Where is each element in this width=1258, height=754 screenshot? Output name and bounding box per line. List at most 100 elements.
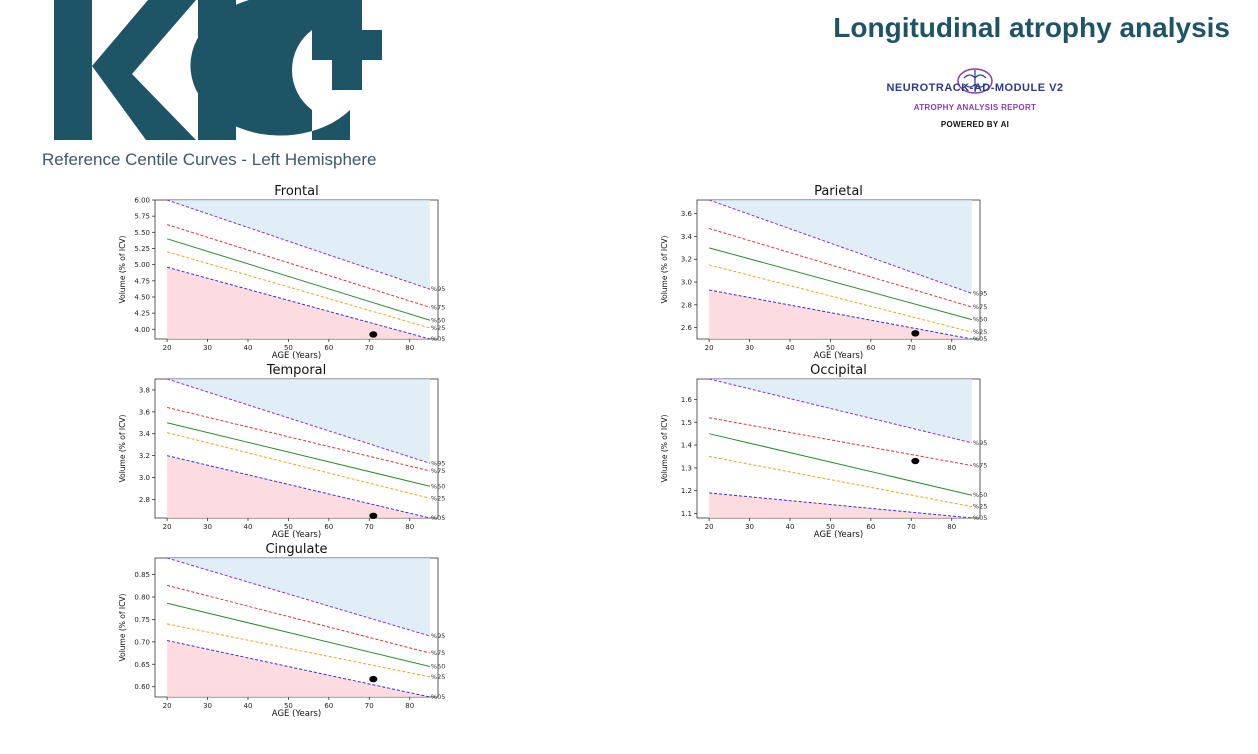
x-tick-label: 50 bbox=[826, 344, 835, 352]
y-tick-label: 3.2 bbox=[681, 256, 692, 264]
x-tick-label: 60 bbox=[324, 523, 333, 531]
series-line-p95 bbox=[166, 199, 431, 290]
series-line-p50 bbox=[166, 238, 431, 321]
series-line-p25 bbox=[167, 432, 431, 499]
series-label-p50: %50 bbox=[973, 491, 987, 499]
y-tick-label: 0.65 bbox=[134, 661, 150, 669]
module-name: NEUROTRACK-AD-MODULE V2 bbox=[886, 82, 1064, 94]
x-tick-label: 50 bbox=[826, 523, 835, 531]
series-line-p05 bbox=[709, 492, 972, 519]
y-tick-label: 2.8 bbox=[681, 301, 692, 309]
chart-temporal: Temporal %95%75 %50 %25 %05 2.8 3.0 3.2 3.4 3.6 3.… bbox=[118, 363, 445, 540]
series-line-p25 bbox=[166, 251, 431, 329]
x-tick-label: 70 bbox=[365, 523, 374, 531]
brain-icon bbox=[957, 68, 993, 94]
x-axis-label: AGE (Years) bbox=[272, 530, 321, 540]
series-line-p05 bbox=[709, 289, 973, 340]
patient-data-point bbox=[369, 512, 378, 520]
x-tick-label: 30 bbox=[203, 523, 212, 531]
y-tick-label: 4.25 bbox=[134, 310, 150, 318]
chart-title: Parietal bbox=[814, 184, 863, 199]
y-tick-label: 3.4 bbox=[681, 233, 693, 241]
x-tick-label: 40 bbox=[244, 344, 253, 352]
below-05-region bbox=[167, 455, 430, 518]
chart-group-subtitle: Reference Centile Curves - Left Hemisphe… bbox=[42, 150, 377, 169]
series-label-p05: %05 bbox=[431, 693, 445, 701]
y-tick-label: 1.2 bbox=[681, 487, 692, 495]
series-label-p95: %95 bbox=[431, 459, 445, 467]
x-tick-label: 20 bbox=[163, 344, 172, 352]
x-tick-label: 80 bbox=[947, 344, 956, 352]
y-tick-label: 6.00 bbox=[134, 197, 150, 205]
series-line-p50 bbox=[167, 602, 431, 667]
series-line-p50 bbox=[708, 247, 973, 321]
x-tick-label: 70 bbox=[365, 702, 374, 710]
y-tick-label: 4.00 bbox=[134, 326, 150, 334]
x-axis-label: AGE (Years) bbox=[272, 709, 321, 719]
x-tick-label: 30 bbox=[745, 344, 754, 352]
series-line-p05 bbox=[167, 455, 431, 519]
x-axis-label: AGE (Years) bbox=[814, 351, 863, 361]
y-tick-label: 3.4 bbox=[139, 430, 151, 438]
series-line-p05 bbox=[166, 266, 431, 340]
x-axis-label: AGE (Years) bbox=[272, 351, 321, 361]
report-title: Longitudinal atrophy analysis bbox=[833, 12, 1230, 43]
x-tick-label: 20 bbox=[163, 523, 172, 531]
y-tick-label: 2.6 bbox=[681, 324, 693, 332]
y-tick-label: 5.75 bbox=[134, 213, 150, 221]
series-line-p95 bbox=[166, 557, 431, 637]
y-tick-label: 0.60 bbox=[134, 683, 150, 691]
y-tick-label: 1.6 bbox=[681, 396, 693, 404]
x-tick-label: 40 bbox=[786, 344, 795, 352]
series-line-p50 bbox=[167, 422, 431, 487]
series-line-p75 bbox=[709, 417, 973, 467]
above-95-region bbox=[709, 200, 972, 294]
y-tick-label: 1.3 bbox=[681, 464, 692, 472]
chart-parietal: Parietal %95 %75 %50 %25%05 2.6 2.8 3.0 3.2 3.4 3.… bbox=[660, 184, 987, 361]
series-line-p95 bbox=[708, 199, 973, 294]
x-tick-label: 40 bbox=[244, 702, 253, 710]
chart-title: Frontal bbox=[274, 184, 318, 199]
chart-occipital: Occipital %95 %75 %50 %25 %05 1.1 1.2 1.3 1.4 1.5 1… bbox=[660, 363, 987, 540]
series-line-p95 bbox=[709, 378, 973, 444]
x-tick-label: 80 bbox=[405, 523, 414, 531]
module-badge: NEUROTRACK-AD-MODULE V2 ATROPHY ANALYSIS… bbox=[830, 64, 1120, 144]
series-label-p25: %25 bbox=[973, 328, 987, 336]
x-tick-label: 60 bbox=[324, 344, 333, 352]
series-label-p95: %95 bbox=[431, 632, 445, 640]
series-label-p75: %75 bbox=[973, 462, 987, 470]
series-label-p50: %50 bbox=[431, 663, 445, 671]
chart-title: Temporal bbox=[266, 363, 327, 378]
chart-frontal: Frontal %95 %75 %50%25 %05 4.00 4.25 4.50 4.75 5.… bbox=[118, 184, 445, 361]
x-tick-label: 40 bbox=[244, 523, 253, 531]
series-line-p75 bbox=[708, 228, 973, 308]
y-tick-label: 2.8 bbox=[139, 496, 150, 504]
patient-data-point bbox=[369, 331, 378, 338]
above-95-region bbox=[709, 379, 972, 443]
patient-data-point bbox=[911, 330, 920, 337]
y-tick-label: 5.50 bbox=[134, 229, 150, 237]
y-axis-label: Volume (% of ICV) bbox=[118, 236, 127, 304]
series-label-p50: %50 bbox=[973, 316, 987, 324]
x-tick-label: 80 bbox=[405, 344, 414, 352]
series-line-p75 bbox=[166, 224, 431, 308]
x-tick-label: 20 bbox=[705, 523, 714, 531]
series-label-p25: %25 bbox=[973, 503, 987, 511]
y-tick-label: 0.85 bbox=[134, 571, 150, 579]
series-label-p25: %25 bbox=[431, 494, 445, 502]
x-tick-label: 60 bbox=[866, 344, 875, 352]
series-label-p05: %05 bbox=[431, 335, 445, 343]
y-axis-label: Volume (% of ICV) bbox=[118, 415, 127, 483]
x-tick-label: 50 bbox=[284, 523, 293, 531]
patient-data-point bbox=[369, 675, 378, 683]
x-tick-label: 80 bbox=[405, 702, 414, 710]
x-tick-label: 30 bbox=[745, 523, 754, 531]
series-line-p25 bbox=[709, 264, 973, 333]
x-tick-label: 60 bbox=[324, 702, 333, 710]
x-tick-label: 50 bbox=[284, 344, 293, 352]
x-tick-label: 30 bbox=[203, 344, 212, 352]
module-powered-by: POWERED BY AI bbox=[940, 120, 1010, 129]
series-line-p75 bbox=[167, 584, 431, 654]
y-tick-label: 5.00 bbox=[134, 261, 150, 269]
below-05-region bbox=[709, 290, 972, 339]
